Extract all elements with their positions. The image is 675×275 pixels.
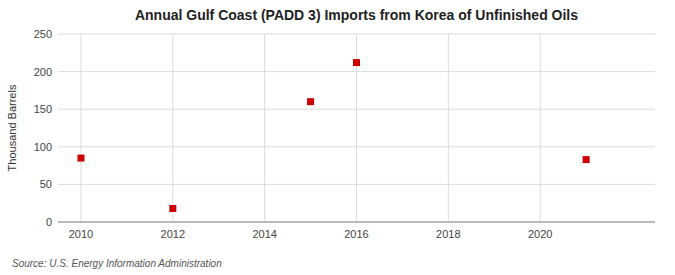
- y-tick-label: 150: [34, 103, 52, 115]
- x-tick-label: 2018: [436, 228, 460, 240]
- grid: [58, 34, 655, 222]
- x-grid-line: [540, 34, 541, 222]
- y-tick-label: 0: [46, 216, 52, 228]
- y-tick-label: 100: [34, 141, 52, 153]
- point: [169, 205, 176, 212]
- y-grid-line: [58, 222, 655, 223]
- y-tick-label: 200: [34, 66, 52, 78]
- x-grid-line: [80, 34, 81, 222]
- x-grid-line: [172, 34, 173, 222]
- title: Annual Gulf Coast (PADD 3) Imports from …: [135, 7, 578, 23]
- point: [77, 155, 84, 162]
- y-axis-label: Thousand Barrels: [6, 84, 18, 171]
- x-grid-line: [448, 34, 449, 222]
- x-tick-label: 2012: [161, 228, 185, 240]
- y-tick-label: 250: [34, 28, 52, 40]
- x-grid-line: [264, 34, 265, 222]
- x-axis-line: [58, 222, 655, 223]
- points: [77, 59, 589, 212]
- point: [583, 156, 590, 163]
- chart: Annual Gulf Coast (PADD 3) Imports from …: [0, 0, 675, 275]
- x-tick-label: 2014: [252, 228, 276, 240]
- source-note: Source: U.S. Energy Information Administ…: [12, 258, 222, 269]
- x-tick-label: 2020: [528, 228, 552, 240]
- point: [353, 59, 360, 66]
- x-tick-label: 2010: [69, 228, 93, 240]
- x-tick-label: 2016: [344, 228, 368, 240]
- point: [307, 98, 314, 105]
- y-tick-label: 50: [40, 178, 52, 190]
